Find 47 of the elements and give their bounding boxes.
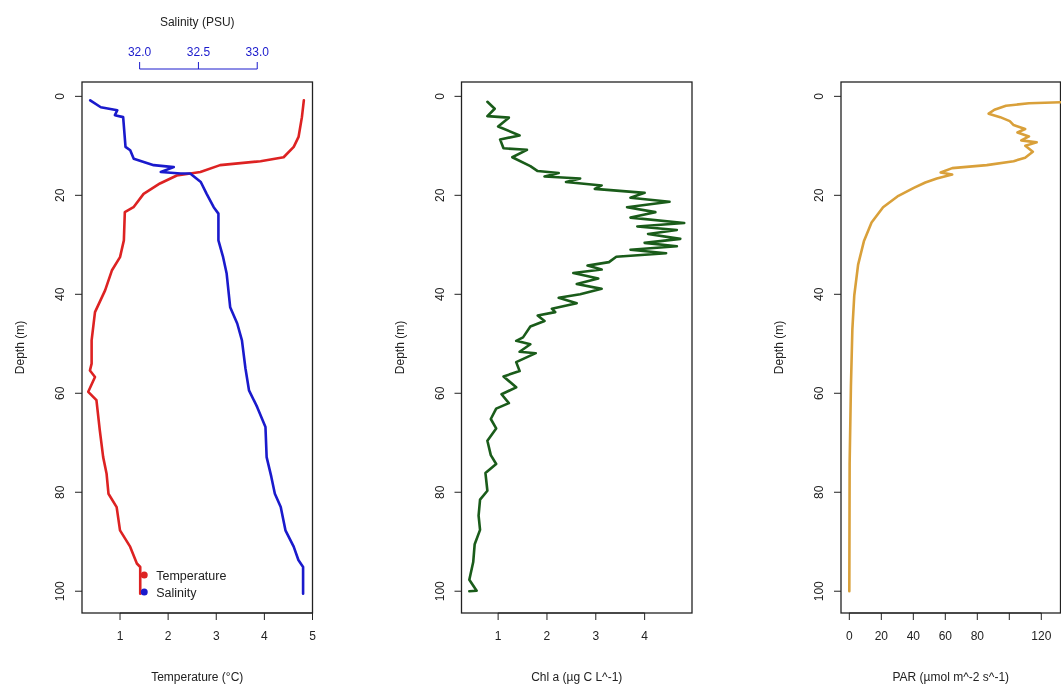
x-tick-label: 4 [641,629,649,643]
line-series [468,100,686,593]
legend-label: Salinity [156,585,198,600]
line-series [848,100,1061,593]
y-tick-label: 0 [432,92,447,100]
x-tick-label: 3 [212,629,220,643]
y-axis-title: Depth (m) [772,320,786,375]
x-tick-label: 20 [874,629,889,643]
x2-tick-label: 33.0 [245,45,270,59]
x-tick-label: 5 [309,629,317,643]
y-tick-label: 60 [432,386,447,400]
y-axis-title: Depth (m) [392,320,407,375]
y-tick-label: 40 [432,287,447,301]
y-tick-label: 60 [812,386,826,400]
y-tick-label: 80 [53,485,67,499]
x-axis-title: Chl a (µg C L^-1) [531,670,623,684]
y-tick-label: 100 [53,580,67,602]
x-tick-label: 2 [543,629,551,643]
x-tick-label: 4 [261,629,269,643]
x-tick-label: 3 [592,629,600,643]
x2-tick-label: 32.0 [127,45,152,59]
y-tick-label: 0 [812,92,826,100]
x-axis-title: PAR (µmol m^-2 s^-1) [892,670,1010,684]
y-tick-label: 20 [812,188,826,203]
y-tick-label: 60 [53,386,67,400]
y-tick-label: 80 [812,485,826,499]
x-tick-label: 1 [116,629,124,643]
x-axis-title: Temperature (°C) [151,670,244,684]
x-tick-label: 0 [845,629,853,643]
x-tick-label: 2 [164,629,172,643]
x-tick-label: 120 [1031,629,1052,643]
y-tick-label: 40 [812,287,826,301]
y-tick-label: 20 [432,188,447,203]
x-tick-label: 80 [970,629,985,643]
y-tick-label: 100 [812,580,826,602]
y-tick-label: 20 [53,188,67,203]
x-tick-label: 60 [938,629,953,643]
y-tick-label: 80 [432,485,447,499]
y-tick-label: 40 [53,287,67,301]
x2-tick-label: 32.5 [186,45,211,59]
x-tick-label: 40 [906,629,921,643]
y-axis-title: Depth (m) [13,320,27,375]
x2-axis-title: Salinity (PSU) [159,15,235,29]
y-tick-label: 0 [53,92,67,100]
x-tick-label: 1 [494,629,502,643]
y-tick-label: 100 [432,580,447,602]
legend-label: Temperature [156,568,227,583]
